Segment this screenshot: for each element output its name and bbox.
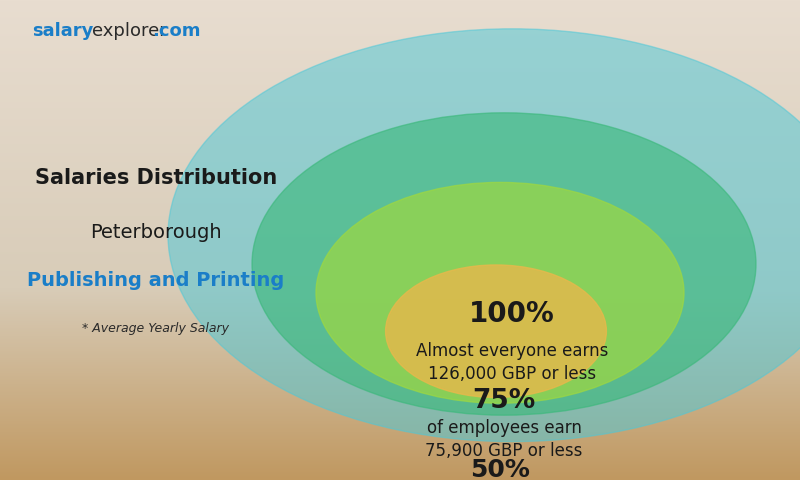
Text: Peterborough: Peterborough [90, 223, 222, 242]
Circle shape [386, 265, 606, 397]
Text: Publishing and Printing: Publishing and Printing [27, 271, 285, 290]
Text: salary: salary [32, 22, 94, 40]
Text: 100%: 100% [469, 300, 555, 328]
Text: explorer: explorer [92, 22, 166, 40]
Circle shape [252, 113, 756, 415]
Text: 50%: 50% [470, 458, 530, 480]
Text: 75%: 75% [472, 388, 536, 414]
Text: .com: .com [152, 22, 201, 40]
Text: Almost everyone earns
126,000 GBP or less: Almost everyone earns 126,000 GBP or les… [416, 342, 608, 383]
Circle shape [316, 182, 684, 403]
Text: Salaries Distribution: Salaries Distribution [35, 168, 277, 188]
Circle shape [168, 29, 800, 442]
Text: of employees earn
75,900 GBP or less: of employees earn 75,900 GBP or less [426, 419, 582, 460]
Text: * Average Yearly Salary: * Average Yearly Salary [82, 322, 230, 336]
